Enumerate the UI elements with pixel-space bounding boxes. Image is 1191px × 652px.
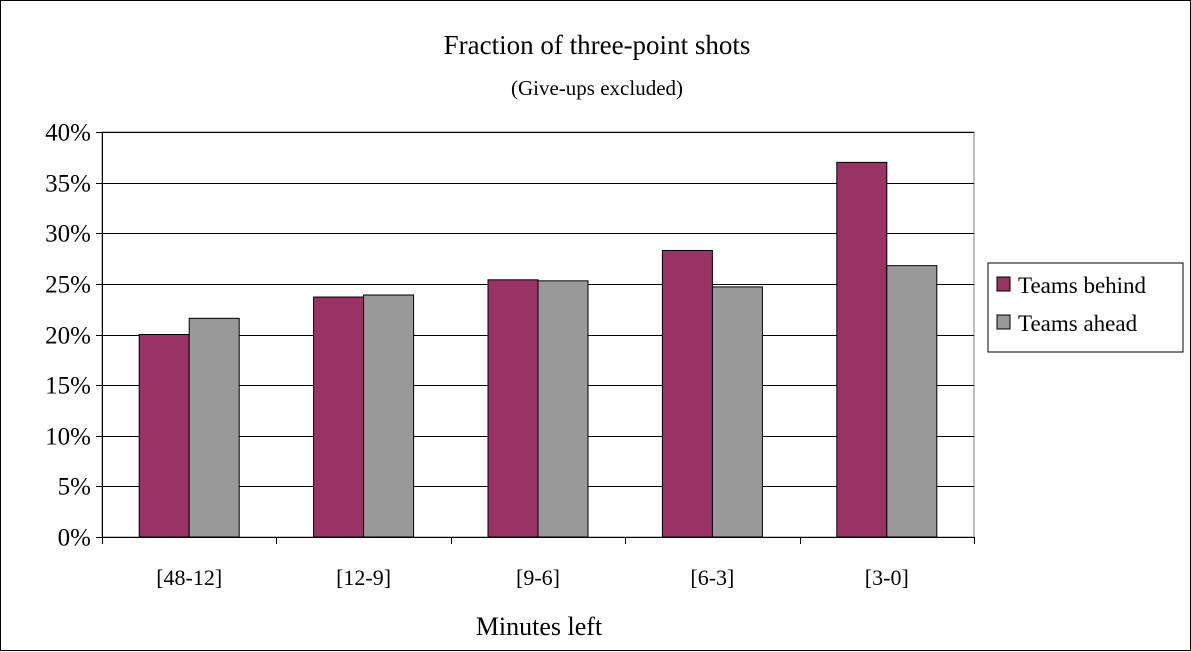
x-tick-label: [48-12] <box>156 565 222 590</box>
x-tick-label: [9-6] <box>516 565 560 590</box>
chart-title: Fraction of three-point shots <box>444 30 751 60</box>
x-axis-label: Minutes left <box>476 612 603 641</box>
y-tick-label: 30% <box>45 221 91 248</box>
bar-teams-ahead <box>363 294 415 538</box>
x-tick-label: [6-3] <box>690 565 734 590</box>
bar-teams-ahead <box>886 265 938 538</box>
legend-label: Teams behind <box>1018 273 1147 298</box>
bar-teams-ahead <box>537 280 589 538</box>
y-tick-label: 5% <box>58 474 91 501</box>
y-tick-label: 25% <box>45 272 91 299</box>
bar-teams-behind <box>138 334 190 538</box>
x-tick-label: [3-0] <box>865 565 909 590</box>
bar-teams-behind <box>487 279 539 538</box>
bar-teams-ahead <box>711 286 763 538</box>
chart-subtitle: (Give-ups excluded) <box>511 76 683 100</box>
bar-teams-behind <box>661 249 713 538</box>
y-tick-label: 10% <box>45 424 91 451</box>
legend-box <box>987 262 1184 353</box>
legend-label: Teams ahead <box>1018 311 1138 336</box>
y-tick-label: 35% <box>45 171 91 198</box>
legend-swatch <box>996 276 1011 292</box>
axes: 0% 5% 10% 15% 20% 25% 30% 35% 40% [48-12] [12-9] [9… <box>45 120 975 590</box>
y-tick-label: 20% <box>45 323 91 350</box>
bar-teams-behind <box>313 296 365 538</box>
bar-teams-ahead <box>188 317 240 538</box>
y-tick-label: 0% <box>58 525 91 552</box>
legend-swatch <box>996 314 1011 330</box>
x-tick-label: [12-9] <box>336 565 391 590</box>
bars <box>138 161 938 538</box>
legend: Teams behind Teams ahead <box>987 262 1184 353</box>
y-tick-label: 15% <box>45 373 91 400</box>
y-tick-label: 40% <box>45 120 91 147</box>
bar-teams-behind <box>836 161 888 538</box>
